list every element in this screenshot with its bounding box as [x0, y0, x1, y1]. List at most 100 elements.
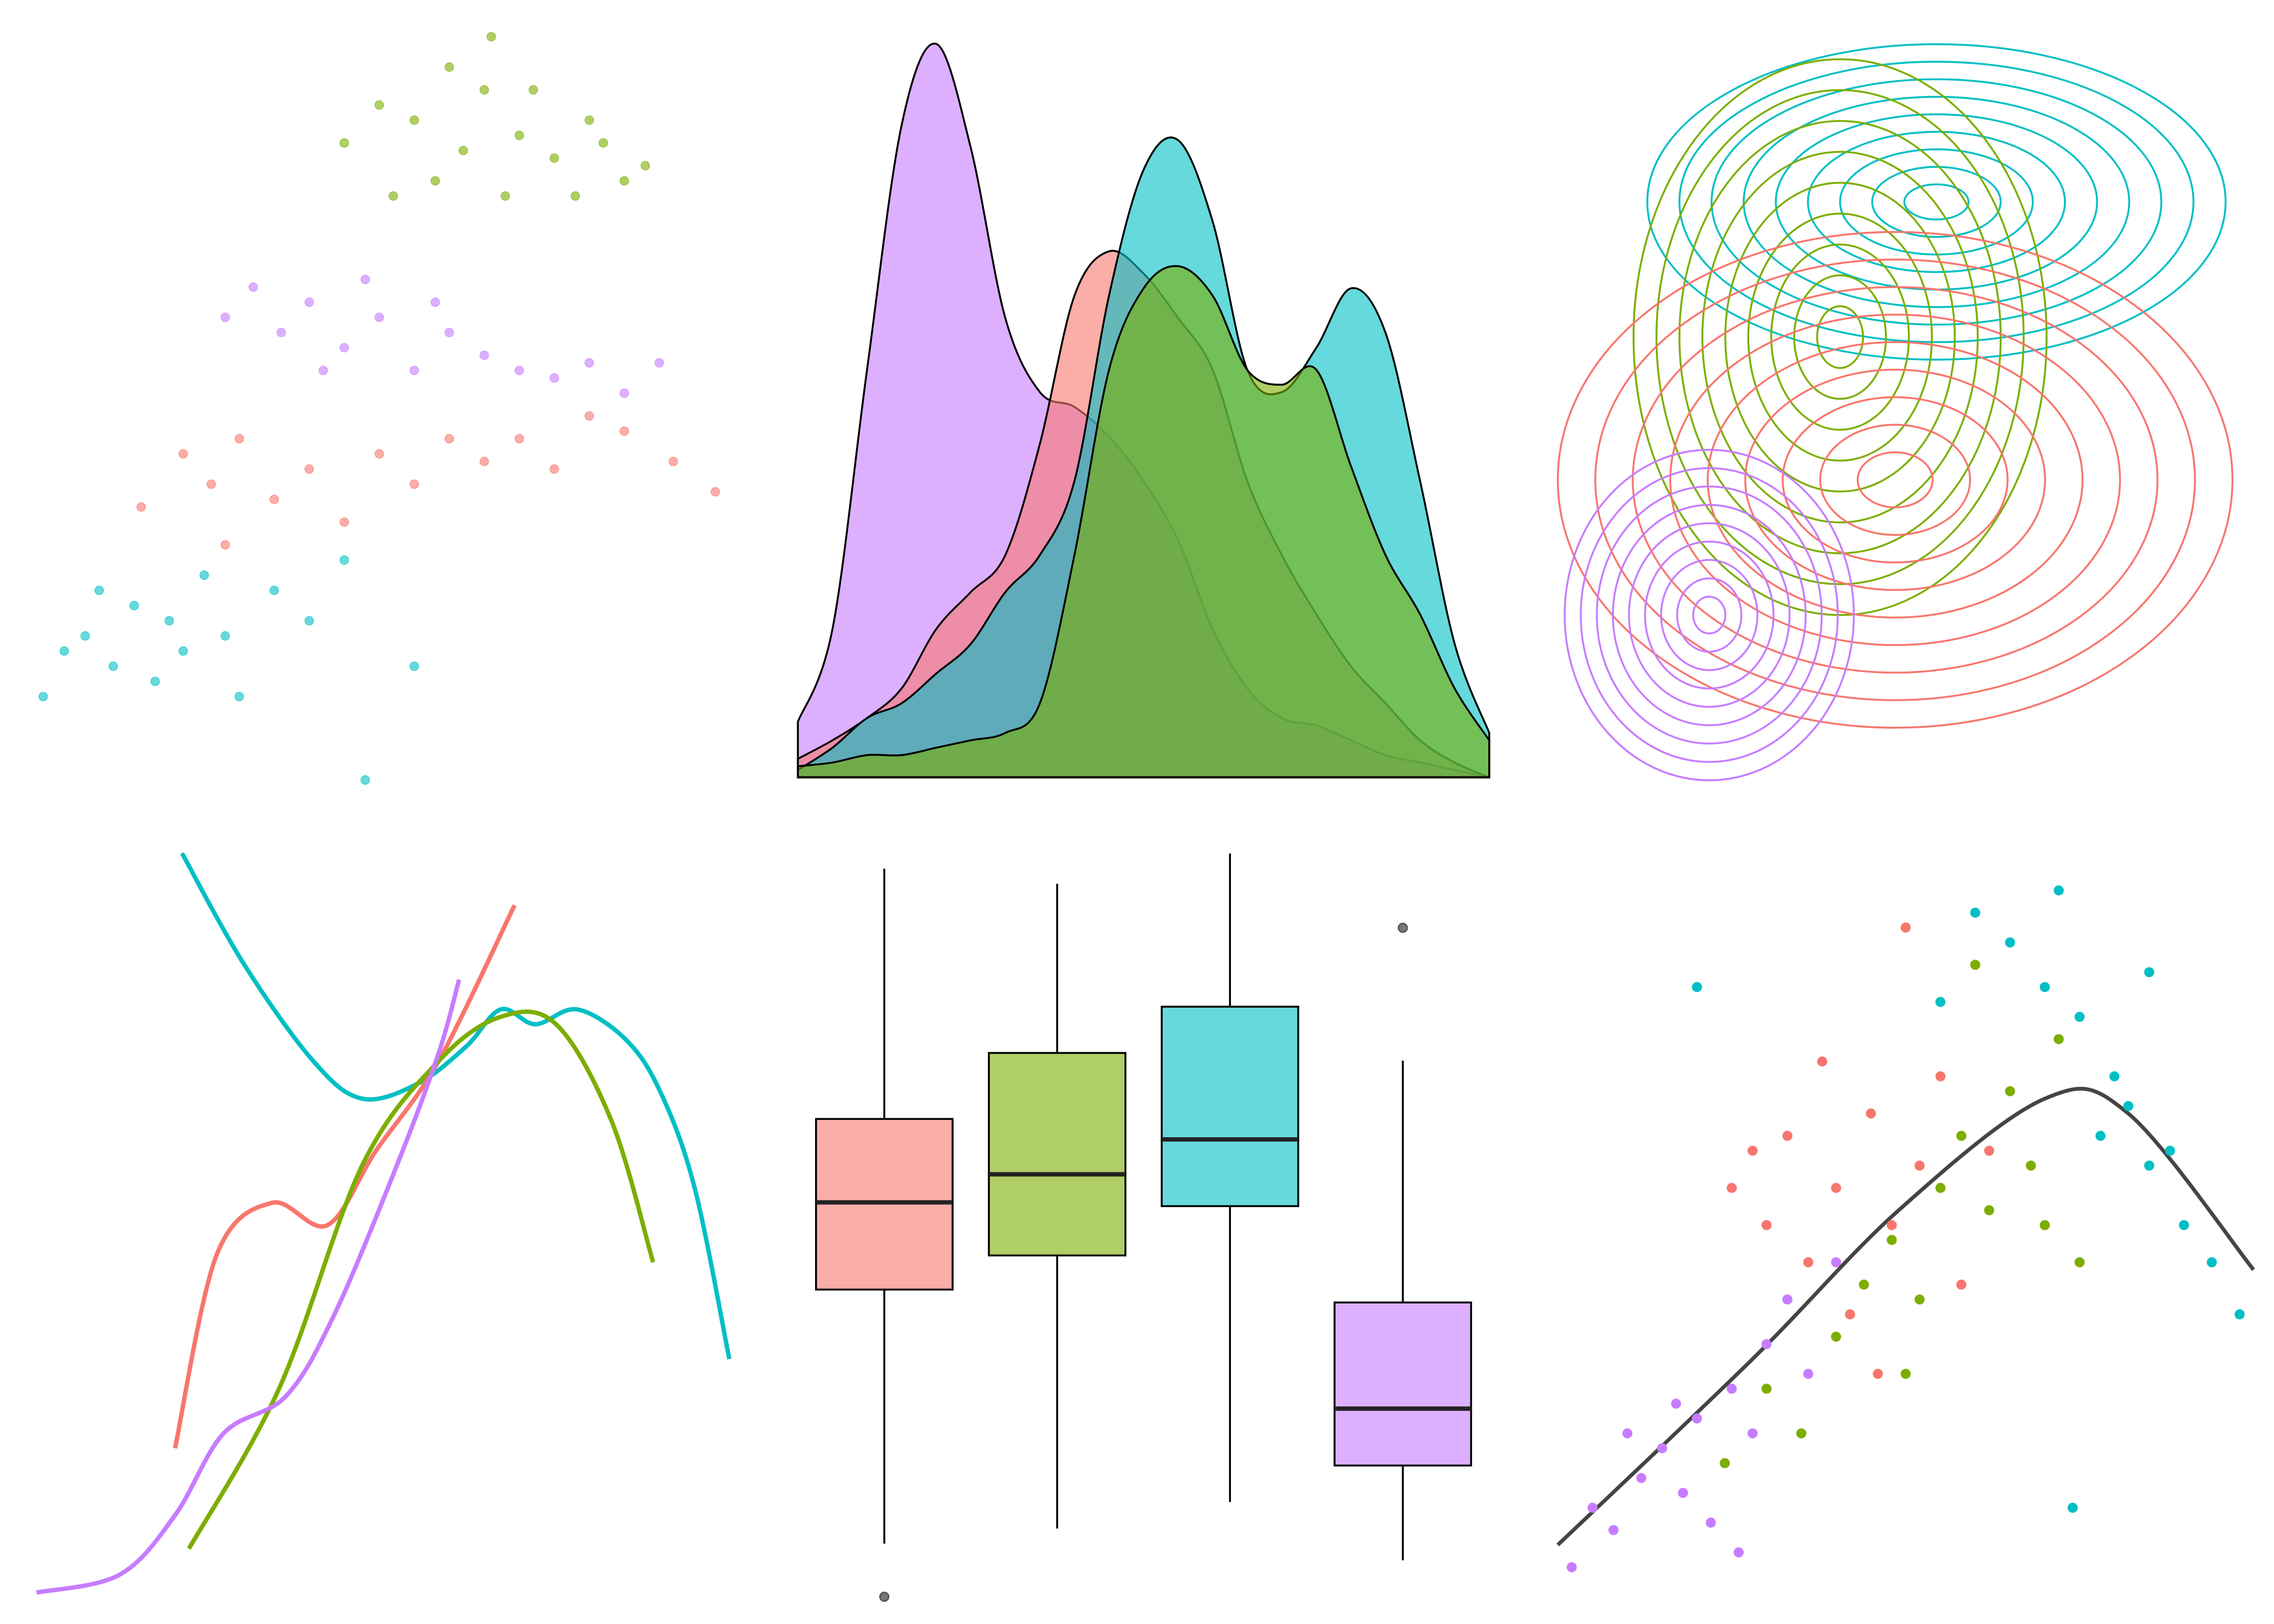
point: [1705, 1517, 1716, 1528]
point: [1859, 1279, 1869, 1290]
point: [2109, 1071, 2120, 1081]
contour-ring: [1644, 540, 1775, 690]
outlier: [879, 1592, 890, 1602]
contour-ring: [1556, 231, 2234, 729]
contour-ring: [1678, 61, 2195, 343]
point: [1726, 1183, 1737, 1193]
point: [654, 358, 664, 368]
panel-scatter: [1556, 885, 2255, 1573]
point: [1761, 1220, 1772, 1230]
point: [1866, 1108, 1876, 1119]
point: [318, 366, 328, 375]
point: [1747, 1145, 1758, 1156]
point: [1692, 982, 1702, 993]
point: [620, 388, 629, 398]
point: [2095, 1131, 2106, 1141]
point: [129, 601, 139, 611]
panel-box: [815, 853, 1472, 1602]
point: [94, 585, 104, 596]
point: [570, 191, 581, 201]
point: [1678, 1488, 1689, 1498]
contour-ring: [1628, 522, 1791, 708]
point: [486, 32, 496, 42]
contour-ring: [1660, 559, 1758, 671]
point: [711, 487, 720, 497]
point: [514, 366, 524, 375]
point: [479, 85, 489, 95]
point: [1608, 1525, 1619, 1535]
point: [409, 366, 419, 375]
point: [1914, 1294, 1925, 1305]
line: [187, 1009, 655, 1550]
point: [668, 456, 679, 466]
box: [1333, 1301, 1472, 1467]
point: [2054, 885, 2064, 896]
point: [1831, 1183, 1841, 1193]
contour-ring: [1793, 274, 1887, 400]
point: [1831, 1257, 1841, 1268]
density-area: [797, 265, 1490, 779]
point: [500, 191, 510, 201]
point: [269, 585, 279, 596]
point: [206, 479, 216, 489]
point: [1845, 1309, 1855, 1320]
point: [430, 176, 440, 186]
point: [549, 153, 559, 163]
point: [220, 312, 230, 322]
point: [1900, 1368, 1911, 1379]
contour-ring: [1807, 131, 2066, 273]
contour-ring: [1594, 258, 2196, 701]
contour-ring: [1710, 78, 2162, 326]
point: [409, 479, 419, 489]
point: [1671, 1398, 1682, 1409]
fit-line: [1556, 1087, 2255, 1547]
point: [620, 176, 629, 186]
contour-ring: [1612, 504, 1807, 726]
point: [1719, 1458, 1730, 1469]
point: [1761, 1384, 1772, 1394]
point: [150, 676, 160, 687]
contour-ring: [1770, 243, 1910, 431]
point: [234, 434, 244, 443]
point: [640, 161, 650, 171]
point: [1692, 1413, 1702, 1424]
point: [304, 297, 314, 307]
point: [2005, 1086, 2015, 1097]
point: [2165, 1145, 2175, 1156]
point: [1900, 922, 1911, 933]
point: [2025, 1160, 2036, 1171]
contour-ring: [1595, 485, 1823, 745]
contour-ring: [1816, 305, 1864, 369]
point: [1935, 1183, 1946, 1193]
point: [1817, 1056, 1828, 1067]
point: [2074, 1012, 2085, 1022]
point: [374, 100, 385, 110]
contour-ring: [1692, 596, 1726, 635]
point: [584, 115, 594, 125]
panel-scatter: [38, 32, 720, 785]
point: [178, 449, 188, 459]
point: [479, 350, 489, 360]
point: [1622, 1428, 1633, 1439]
point: [374, 312, 385, 322]
contour-ring: [1819, 423, 1971, 536]
point: [1587, 1503, 1598, 1513]
point: [584, 411, 594, 421]
contour-ring: [1669, 314, 2121, 647]
contour-ring: [1782, 396, 2009, 564]
contour-ring: [1743, 95, 2130, 308]
point: [598, 138, 608, 148]
point: [549, 464, 559, 474]
panel-line: [36, 852, 732, 1595]
point: [479, 456, 489, 466]
panel-area: [797, 42, 1490, 779]
point: [304, 616, 314, 626]
contour-ring: [1580, 467, 1839, 763]
point: [2206, 1257, 2217, 1268]
point: [1803, 1257, 1814, 1268]
contour-ring: [1632, 286, 2159, 674]
box: [988, 1052, 1126, 1257]
point: [458, 146, 468, 155]
contour-ring: [1724, 181, 1956, 493]
